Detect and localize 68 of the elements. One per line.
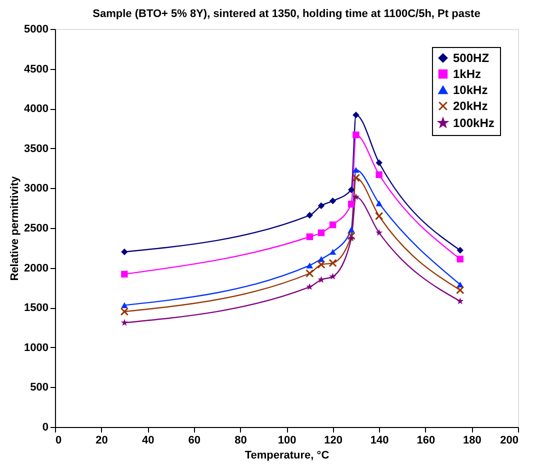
legend-label: 20kHz bbox=[453, 99, 488, 113]
x-tick-label: 0 bbox=[56, 434, 62, 446]
point bbox=[376, 171, 382, 178]
y-tick-label: 3000 bbox=[24, 182, 48, 195]
point bbox=[121, 248, 128, 256]
x-tick-label: 100 bbox=[278, 434, 296, 446]
x-tick-label: 160 bbox=[416, 434, 436, 446]
point bbox=[306, 269, 314, 278]
point bbox=[318, 256, 325, 262]
point bbox=[328, 258, 337, 268]
legend-label: 1kHz bbox=[453, 67, 482, 81]
x-tick-label: 200 bbox=[500, 434, 518, 446]
point bbox=[348, 186, 355, 194]
y-tick-label: 4500 bbox=[24, 63, 48, 76]
point bbox=[329, 198, 336, 204]
legend-label: 10kHz bbox=[453, 83, 488, 97]
x-tick-label: 140 bbox=[370, 434, 389, 446]
legend-label: 500HZ bbox=[453, 51, 490, 65]
y-tick-label: 0 bbox=[42, 422, 48, 434]
x-axis-title: Temperature, °C bbox=[244, 450, 330, 462]
y-tick-label: 2500 bbox=[24, 222, 48, 234]
x-tick-label: 180 bbox=[463, 434, 482, 446]
y-tick-label: 1000 bbox=[24, 342, 48, 354]
point bbox=[329, 272, 336, 280]
point bbox=[352, 193, 360, 200]
point bbox=[352, 132, 360, 138]
point bbox=[456, 256, 464, 262]
point bbox=[306, 262, 314, 268]
point bbox=[306, 233, 314, 240]
point bbox=[329, 248, 336, 255]
point bbox=[306, 283, 314, 290]
point bbox=[318, 229, 325, 236]
point bbox=[329, 221, 336, 228]
y-tick-label: 5000 bbox=[24, 24, 48, 36]
point bbox=[352, 166, 360, 173]
x-tick-label: 20 bbox=[96, 434, 108, 446]
point bbox=[348, 226, 355, 232]
point bbox=[352, 174, 360, 182]
x-tick-label: 80 bbox=[234, 434, 247, 446]
point bbox=[121, 270, 128, 278]
point bbox=[348, 234, 355, 242]
y-tick-label: 4000 bbox=[24, 103, 48, 116]
point bbox=[318, 202, 325, 210]
x-tick-label: 40 bbox=[142, 434, 154, 446]
point bbox=[376, 229, 383, 236]
point bbox=[374, 212, 384, 220]
legend-label: 100kHz bbox=[453, 116, 494, 130]
point bbox=[352, 112, 360, 118]
point bbox=[376, 159, 382, 166]
point bbox=[348, 200, 355, 208]
point bbox=[120, 319, 128, 326]
x-tick-label: 60 bbox=[188, 434, 201, 446]
chart-title: Sample (BTO+ 5% 8Y), sintered at 1350, holding time at 1100C/5h, Pt paste bbox=[92, 8, 480, 20]
point bbox=[456, 298, 464, 304]
y-axis-title: Relative permittivity bbox=[9, 175, 22, 281]
point bbox=[347, 232, 356, 240]
x-tick-label: 120 bbox=[324, 434, 342, 446]
y-tick-label: 1500 bbox=[24, 302, 48, 314]
y-tick-label: 500 bbox=[30, 382, 48, 394]
point bbox=[317, 260, 326, 269]
point bbox=[456, 286, 464, 294]
point bbox=[306, 212, 314, 219]
point bbox=[456, 246, 464, 254]
point bbox=[376, 200, 382, 206]
point bbox=[120, 307, 129, 316]
point bbox=[121, 302, 128, 308]
y-tick-label: 2000 bbox=[24, 262, 48, 274]
y-tick-label: 3500 bbox=[24, 142, 48, 155]
